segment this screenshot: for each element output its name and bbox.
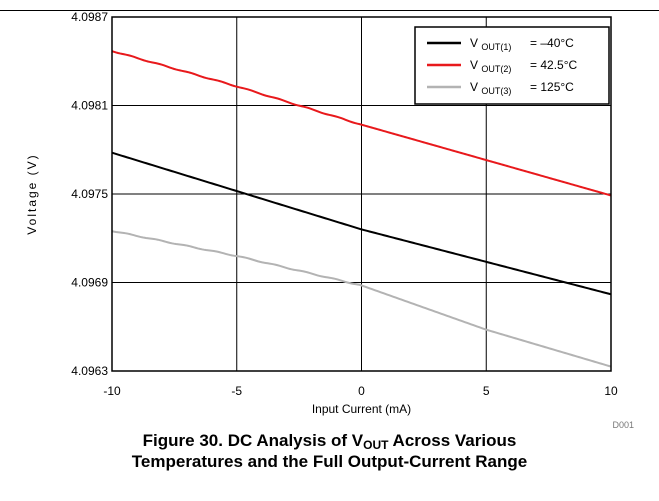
y-tick-label-0: 4.0963 — [71, 364, 108, 378]
legend-label-2: V OUT(2) — [470, 58, 511, 74]
header-rule — [0, 10, 659, 11]
x-tick-label-1: -5 — [231, 384, 242, 398]
caption-line1-prefix: Figure 30. DC Analysis of V — [142, 431, 364, 450]
series-line-1 — [111, 151, 612, 296]
dc-analysis-chart: -10 -5 0 5 10 4.0963 4.0969 4.0975 4.0981 4.0987… — [25, 10, 634, 430]
x-tick-label-2: 0 — [358, 384, 365, 398]
y-tick-label-4: 4.0987 — [71, 10, 108, 24]
caption-line1-suffix: Across Various — [388, 431, 517, 450]
legend-value-1: = –40°C — [530, 36, 574, 50]
x-tick-label-0: -10 — [103, 384, 121, 398]
y-axis-label: Voltage (V) — [25, 153, 39, 234]
legend-label-3: V OUT(3) — [470, 80, 511, 96]
figure-caption: Figure 30. DC Analysis of VOUT Across Va… — [0, 430, 659, 472]
legend: V OUT(1) = –40°C V OUT(2) = 42.5°C V OUT(3) =… — [414, 26, 610, 105]
caption-line2: Temperatures and the Full Output-Current… — [131, 452, 528, 471]
caption-line1-sub: OUT — [363, 438, 389, 452]
figure-code: D001 — [612, 420, 634, 430]
x-axis-label: Input Current (mA) — [312, 402, 411, 416]
legend-value-3: = 125°C — [530, 80, 574, 94]
y-tick-label-3: 4.0981 — [71, 99, 108, 113]
legend-value-2: = 42.5°C — [530, 58, 577, 72]
x-tick-labels: -10 -5 0 5 10 — [103, 384, 618, 398]
legend-label-1: V OUT(1) — [470, 36, 511, 52]
x-tick-label-3: 5 — [483, 384, 490, 398]
plot-frame — [111, 16, 612, 372]
y-tick-label-1: 4.0969 — [71, 276, 108, 290]
y-tick-label-2: 4.0975 — [71, 187, 108, 201]
series-line-3 — [111, 230, 612, 368]
series-line-2 — [111, 50, 612, 197]
x-tick-label-4: 10 — [604, 384, 618, 398]
y-tick-labels: 4.0963 4.0969 4.0975 4.0981 4.0987 — [71, 10, 108, 378]
series-lines — [111, 50, 612, 368]
